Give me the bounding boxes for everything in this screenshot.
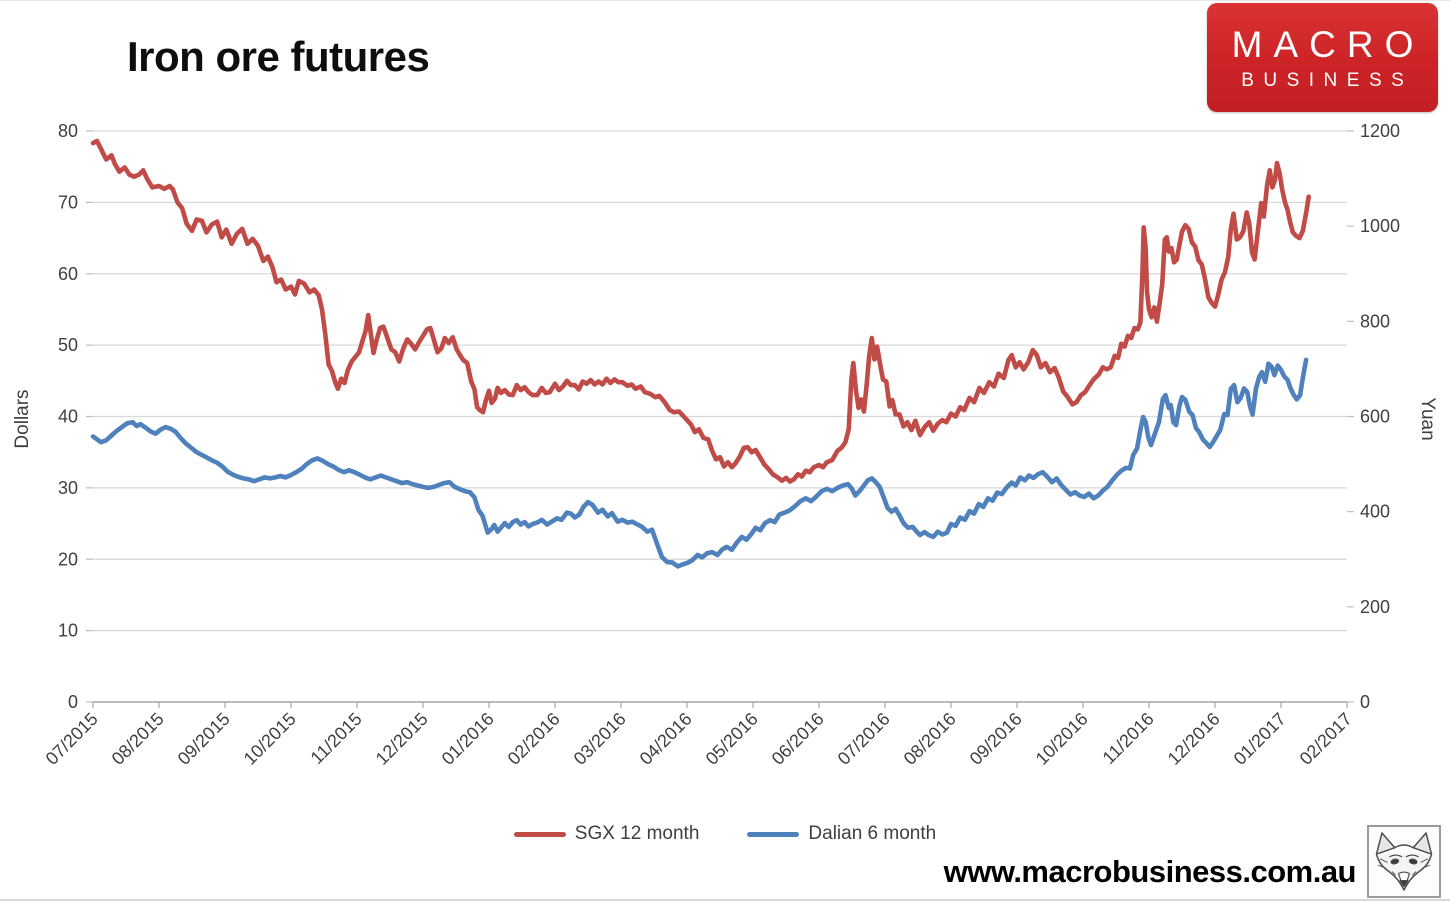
right-tick-label: 800 xyxy=(1360,311,1390,331)
x-tick-label: 11/2016 xyxy=(1099,709,1158,768)
macrobusiness-logo: MACRO BUSINESS xyxy=(1207,3,1438,112)
left-axis-title: Dollars xyxy=(12,389,33,449)
x-tick-label: 03/2016 xyxy=(570,709,630,769)
x-tick-label: 07/2015 xyxy=(42,709,102,769)
x-tick-label: 01/2016 xyxy=(438,709,498,769)
x-tick-label: 12/2015 xyxy=(372,709,432,769)
website-url: www.macrobusiness.com.au xyxy=(943,854,1357,889)
right-tick-label: 1200 xyxy=(1360,121,1400,141)
left-tick-label: 20 xyxy=(58,549,78,569)
fox-sketch-icon xyxy=(1375,832,1433,891)
x-tick-label: 09/2015 xyxy=(174,709,234,769)
logo-text-business: BUSINESS xyxy=(1241,69,1414,91)
legend-item-sgx-12-month: SGX 12 month xyxy=(513,823,700,845)
x-tick-label: 07/2016 xyxy=(834,709,894,769)
series-line-sgx-12-month xyxy=(90,138,1311,484)
left-tick-label: 40 xyxy=(58,407,78,427)
left-tick-label: 60 xyxy=(58,264,78,284)
legend-swatch xyxy=(747,831,800,837)
x-tick-label: 08/2015 xyxy=(108,709,168,769)
top-border-line xyxy=(0,0,1450,1)
series-line-dalian-6-month xyxy=(90,357,1309,569)
x-tick-label: 08/2016 xyxy=(900,709,960,769)
logo-text-macro: MACRO xyxy=(1231,23,1425,65)
left-tick-label: 10 xyxy=(58,621,78,641)
right-tick-label: 0 xyxy=(1360,692,1370,712)
legend-label: Dalian 6 month xyxy=(808,823,937,844)
x-tick-label: 10/2015 xyxy=(240,709,300,769)
right-tick-label: 400 xyxy=(1360,502,1390,522)
legend-label: SGX 12 month xyxy=(574,823,700,844)
x-tick-label: 11/2015 xyxy=(307,709,366,768)
x-tick-label: 01/2017 xyxy=(1230,709,1290,769)
chart-legend: SGX 12 month Dalian 6 month xyxy=(0,823,1450,845)
x-tick-label: 10/2016 xyxy=(1032,709,1092,769)
legend-item-dalian-6-month: Dalian 6 month xyxy=(747,823,936,845)
left-tick-label: 0 xyxy=(68,692,78,712)
right-tick-label: 1000 xyxy=(1360,216,1400,236)
left-tick-label: 70 xyxy=(58,192,78,212)
x-tick-label: 02/2016 xyxy=(504,709,564,769)
x-tick-label: 02/2017 xyxy=(1296,709,1356,769)
legend-swatch xyxy=(513,831,566,837)
x-tick-label: 06/2016 xyxy=(768,709,828,769)
x-tick-label: 09/2016 xyxy=(966,709,1026,769)
chart-title: Iron ore futures xyxy=(127,33,430,80)
x-tick-label: 12/2016 xyxy=(1164,709,1224,769)
right-tick-label: 600 xyxy=(1360,407,1390,427)
fox-logo-frame xyxy=(1367,825,1441,898)
left-tick-label: 30 xyxy=(58,478,78,498)
x-tick-label: 04/2016 xyxy=(636,709,696,769)
right-tick-label: 200 xyxy=(1360,597,1390,617)
bottom-border-line xyxy=(0,899,1450,901)
left-tick-label: 80 xyxy=(58,121,78,141)
left-tick-label: 50 xyxy=(58,335,78,355)
x-tick-label: 05/2016 xyxy=(702,709,762,769)
right-axis-title: Yuan xyxy=(1417,397,1438,441)
